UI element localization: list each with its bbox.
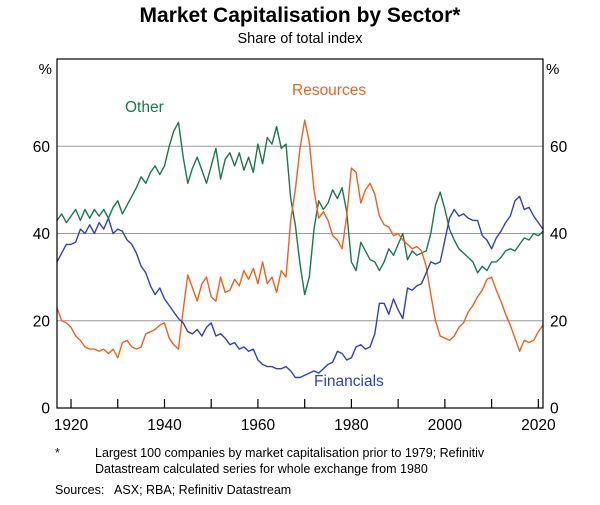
series-line-resources	[56, 119, 544, 359]
footnote-marker: *	[55, 446, 60, 460]
y-axis-unit-right: %	[546, 61, 560, 78]
x-tick-label-2000: 2000	[428, 417, 463, 434]
y-tick-label-right-20: 20	[550, 313, 568, 330]
x-tick-label-1940: 1940	[147, 417, 182, 434]
footnote-text-line2: Datastream calculated series for whole e…	[95, 462, 428, 476]
series-label-resources: Resources	[292, 82, 367, 99]
series-label-other: Other	[125, 99, 164, 116]
y-tick-label-left-60: 60	[33, 139, 51, 156]
y-tick-label-right-0: 0	[550, 401, 559, 418]
plot-frame	[56, 58, 544, 409]
y-tick-label-right-60: 60	[550, 139, 568, 156]
chart-subtitle: Share of total index	[237, 31, 363, 47]
y-tick-label-left-20: 20	[33, 313, 51, 330]
chart-title: Market Capitalisation by Sector*	[139, 4, 461, 27]
series-line-financials	[56, 195, 544, 379]
y-axis-unit-left: %	[38, 61, 52, 78]
x-tick-label-1980: 1980	[334, 417, 369, 434]
y-tick-label-left-0: 0	[41, 401, 50, 418]
x-tick-label-2020: 2020	[521, 417, 556, 434]
x-tick-label-1920: 1920	[54, 417, 89, 434]
series-label-financials: Financials	[314, 373, 384, 390]
series-line-other	[56, 121, 544, 296]
x-tick-label-1960: 1960	[241, 417, 276, 434]
footnote-text-line1: Largest 100 companies by market capitali…	[95, 446, 485, 460]
y-tick-label-right-40: 40	[550, 226, 568, 243]
sources-text: Sources: ASX; RBA; Refinitiv Datastream	[55, 483, 292, 497]
y-tick-label-left-40: 40	[33, 226, 51, 243]
